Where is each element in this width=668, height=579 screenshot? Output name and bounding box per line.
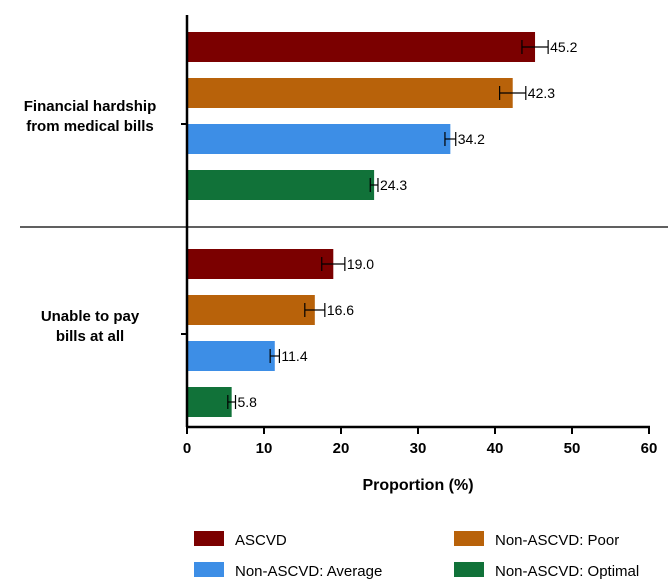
data-label: 42.3 [528, 85, 555, 101]
category-label: Financial hardship from medical bills [24, 98, 157, 135]
x-tick-label: 20 [333, 440, 350, 457]
label-layer: 45.2 19.0 42.3 16.6 34.2 11.4 24.3 5.8 Financial… [24, 39, 658, 494]
legend-label: Non-ASCVD: Average [235, 563, 382, 579]
data-label: 19.0 [347, 256, 374, 272]
data-label: 24.3 [380, 177, 407, 193]
bar [187, 249, 334, 279]
x-tick-label: 30 [410, 440, 427, 457]
x-tick-label: 40 [487, 440, 504, 457]
bar [187, 170, 375, 200]
axes [20, 15, 668, 434]
category-label-line: Financial hardship [24, 98, 157, 115]
bar [187, 32, 536, 62]
data-label: 11.4 [281, 348, 307, 364]
bar-layer [187, 32, 549, 417]
x-tick-label: 0 [183, 440, 191, 457]
legend-swatch [454, 531, 484, 546]
legend-label: Non-ASCVD: Poor [495, 532, 619, 549]
bar [187, 341, 275, 371]
legend-swatch [194, 531, 224, 546]
x-axis-title: Proportion (%) [362, 477, 473, 494]
category-label-line: bills at all [56, 328, 124, 345]
legend-label: Non-ASCVD: Optimal [495, 563, 639, 579]
x-tick-label: 60 [641, 440, 658, 457]
bar [187, 124, 451, 154]
data-label: 45.2 [550, 39, 577, 55]
data-label: 5.8 [238, 394, 258, 410]
category-label-line: from medical bills [26, 118, 154, 135]
x-tick-label: 50 [564, 440, 581, 457]
bar [187, 295, 315, 325]
legend-swatch [194, 562, 224, 577]
legend-swatch [454, 562, 484, 577]
bar [187, 78, 513, 108]
category-label-line: Unable to pay [41, 308, 140, 325]
x-tick-label: 10 [256, 440, 273, 457]
bar [187, 387, 232, 417]
legend: ASCVD Non-ASCVD: Poor Non-ASCVD: Average No… [194, 531, 639, 579]
data-label: 34.2 [458, 131, 485, 147]
data-label: 16.6 [327, 302, 354, 318]
category-label: Unable to pay bills at all [41, 308, 140, 345]
legend-label: ASCVD [235, 532, 287, 549]
